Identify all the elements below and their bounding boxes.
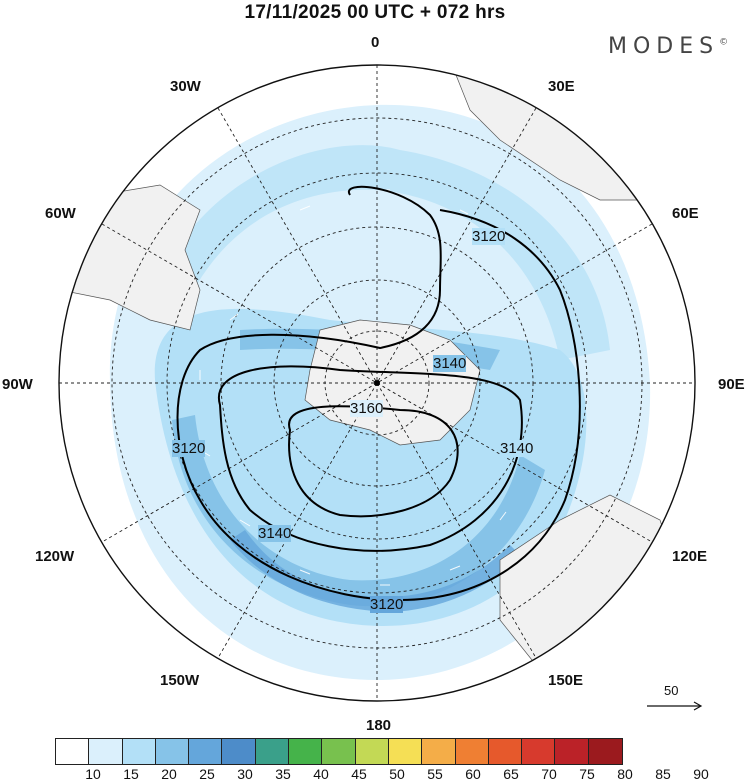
reference-vector-value: 50 xyxy=(664,683,679,698)
colorbar-swatch xyxy=(155,739,190,764)
contour-label: 3140 xyxy=(258,525,292,542)
height-contours xyxy=(176,185,581,602)
colorbar-swatch xyxy=(388,739,423,764)
colorbar-swatch xyxy=(289,739,323,764)
lon-label-150e: 150E xyxy=(548,672,584,689)
contour-label: 3160 xyxy=(350,400,384,417)
lon-label-90w: 90W xyxy=(2,376,33,393)
map-boundary xyxy=(58,64,696,702)
map-title: 17/11/2025 00 UTC + 072 hrs xyxy=(244,2,506,23)
contour-label: 3120 xyxy=(472,228,506,245)
brand-symbol: © xyxy=(719,37,729,48)
colorbar-swatch xyxy=(189,739,223,764)
colorbar-tick-label: 15 xyxy=(123,766,139,782)
reference-vector-arrow xyxy=(647,701,703,711)
lon-label-120e: 120E xyxy=(672,548,708,565)
lon-label-180: 180 xyxy=(366,717,392,734)
colorbar-swatch xyxy=(555,739,589,764)
colorbar-tick-label: 35 xyxy=(275,766,291,782)
lon-label-120w: 120W xyxy=(35,548,75,565)
colorbar-tick-label: 80 xyxy=(617,766,633,782)
colorbar-tick-label: 40 xyxy=(313,766,329,782)
colorbar-swatch xyxy=(322,739,356,764)
colorbar-swatch xyxy=(422,739,456,764)
colorbar xyxy=(55,738,624,765)
pole-dot xyxy=(374,380,380,386)
colorbar-swatch xyxy=(588,739,623,764)
lon-label-90e: 90E xyxy=(718,376,745,393)
map-fields xyxy=(59,65,695,701)
brand-logo: MODES© xyxy=(608,34,728,59)
contour-label: 3120 xyxy=(370,596,404,613)
colorbar-tick-label: 90 xyxy=(693,766,709,782)
contour-label: 3140 xyxy=(433,355,467,372)
colorbar-swatch xyxy=(222,739,256,764)
colorbar-tick-label: 85 xyxy=(655,766,671,782)
colorbar-tick-label: 25 xyxy=(199,766,215,782)
colorbar-swatch xyxy=(455,739,489,764)
colorbar-swatch xyxy=(89,739,123,764)
colorbar-swatch xyxy=(488,739,523,764)
lon-label-60e: 60E xyxy=(672,205,699,222)
colorbar-tick-label: 10 xyxy=(85,766,101,782)
lon-label-0: 0 xyxy=(371,34,380,51)
colorbar-ticks: 10 15 20 25 30 35 40 45 50 55 60 65 70 75 80 85 90 xyxy=(55,766,750,782)
colorbar-swatch xyxy=(56,739,90,764)
antarctica xyxy=(304,319,481,446)
contour-label: 3120 xyxy=(172,440,206,457)
colorbar-swatch xyxy=(255,739,290,764)
brand-name: MODES xyxy=(608,34,720,59)
colorbar-tick-label: 20 xyxy=(161,766,177,782)
colorbar-swatch xyxy=(355,739,389,764)
colorbar-tick-label: 60 xyxy=(465,766,481,782)
south-america xyxy=(59,184,201,331)
contour-label: 3140 xyxy=(500,440,534,457)
colorbar-tick-label: 75 xyxy=(579,766,595,782)
colorbar-swatch xyxy=(122,739,156,764)
lon-label-30w: 30W xyxy=(170,78,201,95)
colorbar-tick-label: 30 xyxy=(237,766,253,782)
colorbar-tick-label: 70 xyxy=(541,766,557,782)
colorbar-tick-label: 65 xyxy=(503,766,519,782)
lon-label-60w: 60W xyxy=(45,205,76,222)
lon-label-150w: 150W xyxy=(160,672,200,689)
colorbar-tick-label: 50 xyxy=(389,766,405,782)
colorbar-swatch xyxy=(522,739,556,764)
colorbar-tick-label: 45 xyxy=(351,766,367,782)
colorbar-tick-label: 55 xyxy=(427,766,443,782)
lon-label-30e: 30E xyxy=(548,78,575,95)
